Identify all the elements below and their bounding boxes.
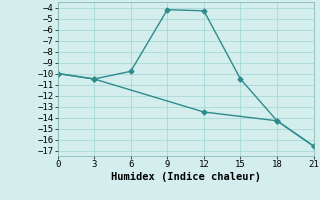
- X-axis label: Humidex (Indice chaleur): Humidex (Indice chaleur): [111, 172, 260, 182]
